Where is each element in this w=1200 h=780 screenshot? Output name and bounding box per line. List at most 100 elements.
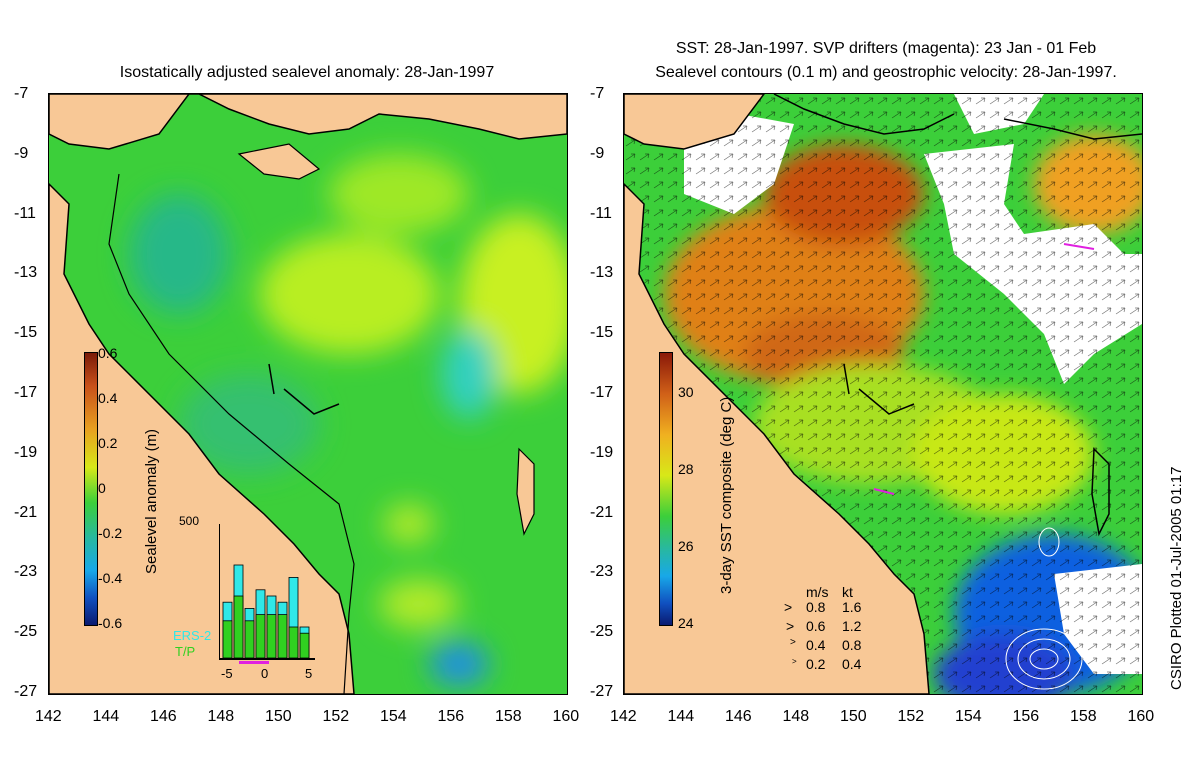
legend-ms: 0.2 — [806, 656, 826, 672]
lon-tick-label: 146 — [150, 708, 177, 725]
legend-arrow-icon: > — [786, 618, 795, 634]
lat-tick-label: -13 — [14, 264, 38, 282]
hist-ymax: 500 — [179, 514, 200, 528]
hist-bar-tp — [277, 614, 288, 659]
legend-ms: 0.6 — [806, 618, 826, 634]
hist-bar-tp — [255, 614, 266, 659]
lon-tick-label: 148 — [207, 708, 235, 725]
right-map-title-line1: SST: 28-Jan-1997. SVP drifters (magenta)… — [675, 40, 1097, 57]
cb-tick: 24 — [678, 615, 694, 631]
lon-tick-label: 158 — [495, 708, 522, 725]
sealevel-map[interactable]: 0.6 0.4 0.2 0 -0.2 -0.4 -0.6 Sealevel an… — [48, 93, 568, 695]
cb-tick: -0.2 — [98, 525, 123, 541]
legend-kt: 1.6 — [842, 599, 862, 615]
hist-bar-tp — [266, 614, 277, 659]
cb-tick: 0.6 — [98, 345, 118, 361]
svp-drifter-tracks — [873, 243, 1095, 495]
cb-tick: 26 — [678, 538, 694, 554]
lon-tick-label: 144 — [667, 708, 695, 725]
lat-tick-label: -7 — [590, 85, 605, 102]
legend-kt: 0.4 — [842, 656, 862, 672]
hist-legend-ers2: ERS-2 — [173, 628, 212, 643]
lon-tick-label: 142 — [610, 708, 637, 725]
sst-colorbar — [659, 352, 673, 626]
lon-tick-label: 152 — [897, 708, 925, 725]
lon-tick-label: 160 — [1127, 708, 1155, 725]
lon-tick-label: 160 — [552, 708, 580, 725]
lat-tick-label: -19 — [590, 443, 614, 461]
lat-tick-label: -19 — [14, 443, 38, 461]
australia-land — [624, 182, 930, 694]
lon-tick-label: 150 — [840, 708, 867, 725]
legend-arrow-icon: > — [792, 657, 797, 666]
lat-tick-label: -17 — [14, 384, 38, 401]
right-map-title-line2: Sealevel contours (0.1 m) and geostrophi… — [655, 64, 1117, 81]
sealevel-colorbar — [84, 352, 98, 626]
lat-tick-label: -23 — [590, 563, 614, 581]
lon-tick-label: 156 — [1012, 708, 1040, 725]
hist-bar-tp — [222, 620, 233, 659]
hist-y-axis — [219, 524, 220, 658]
legend-header-kt: kt — [842, 584, 853, 600]
legend-kt: 1.2 — [842, 618, 862, 634]
legend-arrow-icon: > — [784, 599, 793, 615]
legend-ms: 0.4 — [806, 637, 826, 653]
cb-tick: -0.6 — [98, 615, 123, 631]
lon-tick-label: 144 — [92, 708, 120, 725]
legend-arrow-icon: > — [790, 637, 796, 648]
lon-tick-label: 148 — [782, 708, 810, 725]
lat-tick-label: -27 — [14, 683, 38, 700]
cb-tick: -0.4 — [98, 570, 123, 586]
png-land — [624, 94, 765, 150]
lat-tick-label: -23 — [14, 563, 38, 581]
hist-bar-tp — [299, 632, 310, 659]
lat-tick-label: -21 — [14, 503, 38, 521]
hist-xtick: 5 — [305, 666, 313, 681]
hist-range-marker — [239, 661, 269, 664]
lat-tick-label: -7 — [14, 85, 29, 102]
lat-tick-label: -11 — [590, 204, 612, 222]
sst-map-svg — [624, 94, 1142, 694]
lat-tick-label: -13 — [590, 264, 614, 282]
australia-land — [49, 182, 355, 694]
lon-tick-label: 154 — [955, 708, 982, 725]
hist-xtick: 0 — [261, 666, 269, 681]
lon-tick-label: 146 — [725, 708, 752, 725]
hist-legend-tp: T/P — [175, 644, 196, 659]
legend-ms: 0.8 — [806, 599, 826, 615]
cb-tick: 30 — [678, 384, 694, 400]
sst-colorbar-label: 3-day SST composite (deg C) — [718, 396, 735, 594]
hist-bar-tp — [233, 595, 244, 659]
lat-tick-label: -27 — [590, 683, 614, 700]
lon-tick-label: 156 — [437, 708, 465, 725]
left-map-title: Isostatically adjusted sealevel anomaly:… — [119, 64, 495, 81]
cb-tick: 0.4 — [98, 390, 118, 406]
cb-tick: 0 — [98, 480, 106, 496]
lat-tick-label: -15 — [14, 324, 38, 342]
lat-tick-label: -11 — [14, 204, 36, 222]
lon-tick-label: 154 — [380, 708, 407, 725]
png-land — [49, 94, 567, 140]
legend-kt: 0.8 — [842, 637, 862, 653]
lat-tick-label: -25 — [590, 623, 614, 641]
sealevel-map-svg — [49, 94, 567, 694]
lat-tick-label: -21 — [590, 503, 614, 521]
lat-tick-label: -25 — [14, 623, 38, 641]
credit-text: CSIRO Plotted 01-Jul-2005 01:17 — [1168, 466, 1185, 690]
cb-tick: 0.2 — [98, 435, 118, 451]
lat-tick-label: -15 — [590, 324, 614, 342]
lat-tick-label: -9 — [14, 144, 29, 162]
sealevel-colorbar-label: Sealevel anomaly (m) — [143, 428, 160, 574]
hist-bar-tp — [244, 620, 255, 659]
sealevel-contours — [1005, 527, 1083, 690]
hist-xtick: -5 — [221, 666, 233, 681]
hist-x-axis — [219, 658, 315, 660]
sst-map[interactable]: 30 28 26 24 3-day SST composite (deg C) … — [623, 93, 1143, 695]
hist-bar-tp — [288, 626, 299, 659]
lat-tick-label: -17 — [590, 384, 614, 401]
lon-tick-label: 142 — [35, 708, 62, 725]
lon-tick-label: 150 — [265, 708, 292, 725]
cb-tick: 28 — [678, 461, 694, 477]
lon-tick-label: 158 — [1070, 708, 1097, 725]
lat-tick-label: -9 — [590, 144, 605, 162]
